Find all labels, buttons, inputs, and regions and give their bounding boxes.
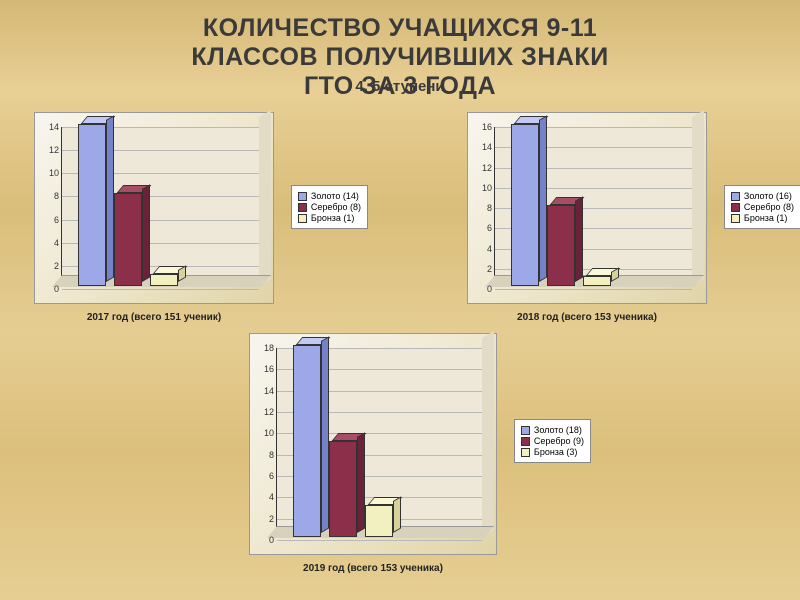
y-tick-label: 0 xyxy=(54,284,62,294)
legend: Золото (18)Серебро (9)Бронза (3) xyxy=(514,419,591,463)
legend-item-silver: Серебро (9) xyxy=(521,436,584,446)
title-line-1: КОЛИЧЕСТВО УЧАЩИХСЯ 9-11 xyxy=(0,14,800,43)
bars-group xyxy=(287,348,472,537)
y-tick-label: 2 xyxy=(54,261,62,271)
legend-item-bronze: Бронза (1) xyxy=(731,213,794,223)
legend-label: Бронза (3) xyxy=(534,447,578,457)
legend-label: Серебро (8) xyxy=(744,202,794,212)
y-tick-label: 8 xyxy=(269,450,277,460)
legend-item-silver: Серебро (8) xyxy=(298,202,361,212)
plot-area: 02468101214 xyxy=(61,127,259,287)
legend-label: Бронза (1) xyxy=(744,213,788,223)
gridline xyxy=(62,289,259,290)
gold-swatch-icon xyxy=(298,192,307,201)
y-tick-label: 16 xyxy=(264,364,277,374)
legend-label: Бронза (1) xyxy=(311,213,355,223)
y-tick-label: 12 xyxy=(49,145,62,155)
y-tick-label: 8 xyxy=(487,203,495,213)
chart-c2017: 02468101214Золото (14)Серебро (8)Бронза … xyxy=(34,112,274,323)
y-tick-label: 4 xyxy=(269,492,277,502)
y-tick-label: 4 xyxy=(54,238,62,248)
y-tick-label: 10 xyxy=(264,428,277,438)
plot-area: 024681012141618 xyxy=(276,348,482,538)
x-axis-label: 2018 год (всего 153 ученика) xyxy=(467,312,707,323)
page-subtitle: 4, 5 ступени xyxy=(0,78,800,95)
bars-group xyxy=(505,127,682,286)
chart-box: 024681012141618Золото (18)Серебро (9)Бро… xyxy=(249,333,497,555)
bar-silver xyxy=(329,441,357,537)
x-axis-label: 2017 год (всего 151 ученик) xyxy=(34,312,274,323)
bar-gold xyxy=(511,124,539,286)
y-tick-label: 0 xyxy=(487,284,495,294)
y-tick-label: 12 xyxy=(264,407,277,417)
y-tick-label: 6 xyxy=(54,215,62,225)
legend: Золото (16)Серебро (8)Бронза (1) xyxy=(724,185,800,229)
gridline xyxy=(495,289,692,290)
legend-item-bronze: Бронза (1) xyxy=(298,213,361,223)
bronze-swatch-icon xyxy=(298,214,307,223)
silver-swatch-icon xyxy=(731,203,740,212)
y-tick-label: 12 xyxy=(482,163,495,173)
y-tick-label: 14 xyxy=(482,142,495,152)
legend-label: Золото (16) xyxy=(744,191,792,201)
legend-label: Серебро (8) xyxy=(311,202,361,212)
chart-c2019: 024681012141618Золото (18)Серебро (9)Бро… xyxy=(249,333,497,574)
bar-bronze xyxy=(150,274,178,286)
y-tick-label: 10 xyxy=(482,183,495,193)
bar-gold xyxy=(78,124,106,286)
legend-item-gold: Золото (14) xyxy=(298,191,361,201)
chart-box: 0246810121416Золото (16)Серебро (8)Бронз… xyxy=(467,112,707,304)
bar-gold xyxy=(293,345,321,537)
plot-area: 0246810121416 xyxy=(494,127,692,287)
legend-item-gold: Золото (18) xyxy=(521,425,584,435)
legend-label: Серебро (9) xyxy=(534,436,584,446)
silver-swatch-icon xyxy=(521,437,530,446)
bar-silver xyxy=(547,205,575,286)
y-tick-label: 4 xyxy=(487,244,495,254)
y-tick-label: 0 xyxy=(269,535,277,545)
title-line-2: КЛАССОВ ПОЛУЧИВШИХ ЗНАКИ xyxy=(0,43,800,72)
y-tick-label: 16 xyxy=(482,122,495,132)
legend-item-gold: Золото (16) xyxy=(731,191,794,201)
y-tick-label: 6 xyxy=(487,223,495,233)
legend-item-bronze: Бронза (3) xyxy=(521,447,584,457)
legend-label: Золото (18) xyxy=(534,425,582,435)
bar-silver xyxy=(114,193,142,286)
y-tick-label: 2 xyxy=(487,264,495,274)
y-tick-label: 14 xyxy=(49,122,62,132)
bars-group xyxy=(72,127,249,286)
y-tick-label: 14 xyxy=(264,386,277,396)
gold-swatch-icon xyxy=(731,192,740,201)
y-tick-label: 2 xyxy=(269,514,277,524)
bronze-swatch-icon xyxy=(521,448,530,457)
gridline xyxy=(277,540,482,541)
bar-bronze xyxy=(583,276,611,286)
silver-swatch-icon xyxy=(298,203,307,212)
legend: Золото (14)Серебро (8)Бронза (1) xyxy=(291,185,368,229)
y-tick-label: 18 xyxy=(264,343,277,353)
gold-swatch-icon xyxy=(521,426,530,435)
y-tick-label: 8 xyxy=(54,191,62,201)
bronze-swatch-icon xyxy=(731,214,740,223)
legend-item-silver: Серебро (8) xyxy=(731,202,794,212)
y-tick-label: 6 xyxy=(269,471,277,481)
y-tick-label: 10 xyxy=(49,168,62,178)
legend-label: Золото (14) xyxy=(311,191,359,201)
x-axis-label: 2019 год (всего 153 ученика) xyxy=(249,563,497,574)
chart-c2018: 0246810121416Золото (16)Серебро (8)Бронз… xyxy=(467,112,707,323)
chart-box: 02468101214Золото (14)Серебро (8)Бронза … xyxy=(34,112,274,304)
bar-bronze xyxy=(365,505,393,537)
